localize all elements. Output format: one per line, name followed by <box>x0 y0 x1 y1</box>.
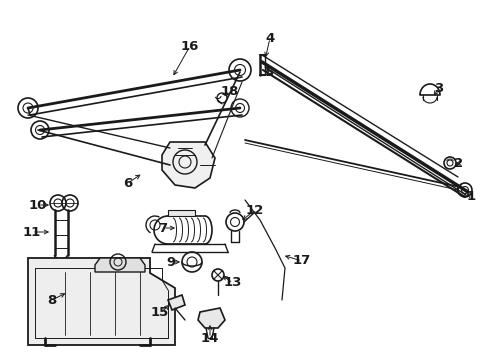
Text: 10: 10 <box>29 198 47 212</box>
Text: 2: 2 <box>453 157 463 170</box>
Text: 17: 17 <box>292 255 310 267</box>
Polygon shape <box>198 308 224 328</box>
Polygon shape <box>168 295 184 310</box>
Text: 16: 16 <box>181 40 199 53</box>
Text: 4: 4 <box>265 32 274 45</box>
Text: 7: 7 <box>158 221 167 234</box>
Text: 13: 13 <box>224 276 242 289</box>
Text: 15: 15 <box>151 306 169 320</box>
Text: 18: 18 <box>221 85 239 98</box>
Text: 8: 8 <box>47 293 57 306</box>
Text: 12: 12 <box>245 203 264 216</box>
Text: 5: 5 <box>265 66 274 78</box>
Polygon shape <box>168 210 195 216</box>
Polygon shape <box>95 258 145 272</box>
Text: 9: 9 <box>166 256 175 269</box>
Text: 6: 6 <box>123 176 132 189</box>
Text: 3: 3 <box>433 81 443 95</box>
Polygon shape <box>162 142 215 188</box>
Text: 14: 14 <box>201 332 219 345</box>
Text: 11: 11 <box>23 225 41 239</box>
Text: 1: 1 <box>466 189 475 202</box>
Polygon shape <box>28 258 175 345</box>
